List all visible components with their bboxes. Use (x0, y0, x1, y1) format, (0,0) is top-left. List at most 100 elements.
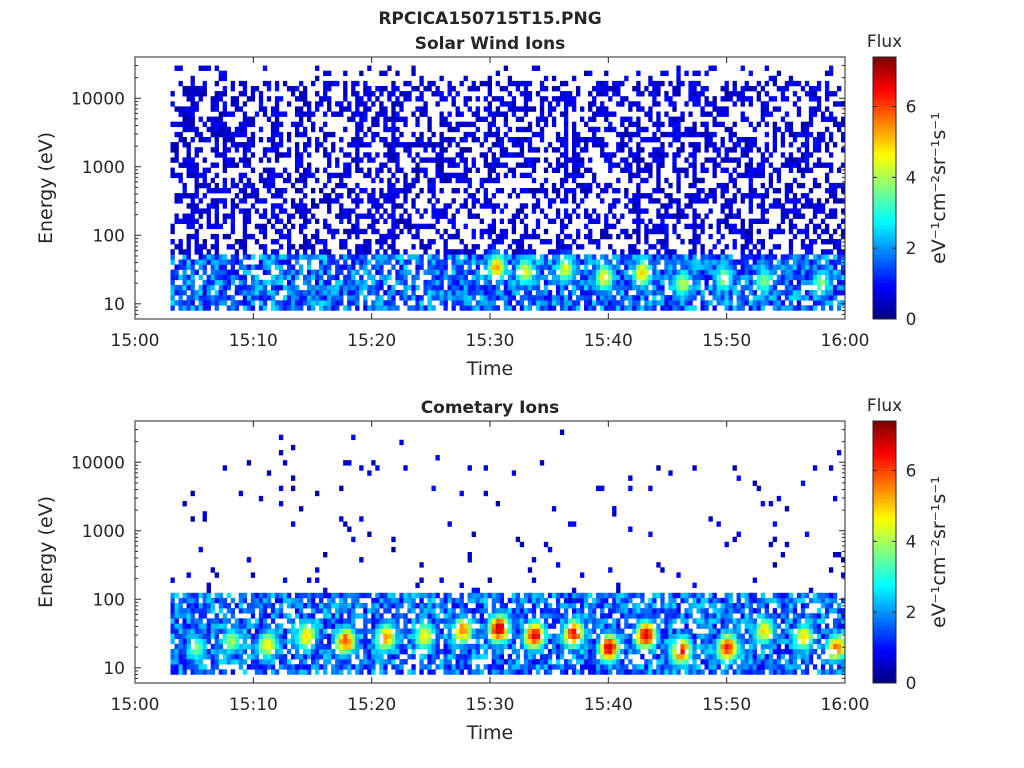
spectrogram-cell (596, 218, 601, 225)
spectrogram-cell (832, 116, 838, 122)
spectrogram-cell (327, 274, 332, 281)
spectrogram-cell (246, 633, 252, 640)
spectrogram-cell (832, 142, 838, 148)
spectrogram-cell (563, 223, 569, 230)
spectrogram-cell (226, 233, 232, 240)
spectrogram-cell (555, 131, 561, 138)
spectrogram-cell (431, 142, 436, 148)
spectrogram-cell (274, 592, 280, 599)
spectrogram-cell (608, 152, 613, 158)
spectrogram-cell (431, 213, 436, 219)
spectrogram-cell (604, 70, 609, 77)
spectrogram-cell (327, 608, 332, 614)
spectrogram-cell (331, 80, 336, 87)
spectrogram-cell (391, 157, 396, 163)
spectrogram-cell (628, 305, 633, 311)
spectrogram-cell (471, 136, 476, 143)
spectrogram-cell (567, 264, 573, 270)
spectrogram-cell (808, 274, 814, 281)
spectrogram-cell (620, 279, 625, 286)
spectrogram-cell (812, 228, 818, 235)
spectrogram-cell (234, 284, 240, 291)
spectrogram-cell (515, 274, 521, 281)
spectrogram-cell (290, 638, 296, 645)
spectrogram-cell (596, 126, 601, 133)
spectrogram-cell (539, 259, 545, 265)
spectrogram-cell (250, 613, 256, 619)
spectrogram-cell (198, 608, 203, 614)
spectrogram-cell (383, 300, 388, 306)
spectrogram-cell (571, 172, 577, 179)
spectrogram-cell (307, 167, 312, 173)
spectrogram-cell (379, 259, 384, 265)
spectrogram-cell (543, 295, 549, 301)
spectrogram-cell (387, 157, 392, 163)
spectrogram-cell (600, 111, 605, 117)
spectrogram-cell (222, 121, 227, 128)
spectrogram-cell (563, 188, 569, 194)
spectrogram-cell (286, 638, 292, 645)
spectrogram-cell (198, 290, 203, 296)
spectrogram-cell (588, 70, 593, 77)
spectrogram-cell (206, 592, 211, 599)
spectrogram-cell (832, 244, 838, 250)
spectrogram-cell (523, 80, 529, 87)
spectrogram-cell (282, 638, 288, 645)
spectrogram-cell (323, 111, 328, 117)
spectrogram-cell (234, 101, 240, 107)
spectrogram-cell (628, 300, 633, 306)
spectrogram-cell (375, 203, 380, 209)
spectrogram-cell (660, 152, 665, 158)
spectrogram-cell (660, 157, 665, 163)
spectrogram-cell (371, 91, 376, 97)
spectrogram-cell (294, 203, 300, 209)
spectrogram-cell (616, 218, 621, 225)
spectrogram-cell (238, 643, 244, 650)
spectrogram-cell (270, 223, 276, 230)
x-tick-label: 15:50 (702, 331, 751, 351)
spectrogram-cell (692, 126, 697, 133)
spectrogram-cell (515, 126, 521, 133)
spectrogram-cell (612, 91, 617, 97)
spectrogram-cell (186, 233, 191, 240)
spectrogram-cell (447, 157, 452, 163)
spectrogram-cell (596, 290, 601, 296)
spectrogram-cell (294, 162, 300, 168)
spectrogram-cell (740, 244, 745, 250)
spectrogram-cell (728, 208, 733, 214)
spectrogram-cell (246, 96, 252, 102)
spectrogram-cell (198, 254, 203, 260)
spectrogram-cell (559, 162, 565, 168)
spectrogram-cell (551, 188, 557, 194)
spectrogram-cell (620, 228, 625, 235)
spectrogram-cell (555, 239, 561, 245)
spectrogram-cell (395, 85, 400, 92)
spectrogram-cell (535, 274, 541, 281)
spectrogram-cell (592, 111, 597, 117)
spectrogram-cell (531, 157, 537, 163)
spectrogram-cell (403, 188, 408, 194)
spectrogram-cell (724, 259, 729, 265)
spectrogram-cell (559, 249, 565, 255)
spectrogram-cell (467, 147, 472, 153)
y-axis-label: Energy (eV) (35, 132, 57, 244)
spectrogram-cell (278, 111, 284, 117)
spectrogram-cell (632, 131, 637, 138)
spectrogram-cell (455, 254, 460, 260)
spectrogram-cell (363, 295, 368, 301)
spectrogram-cell (254, 198, 260, 204)
spectrogram-cell (543, 305, 549, 311)
spectrogram-cell (262, 290, 268, 296)
spectrogram-cell (479, 233, 484, 240)
spectrogram-cell (475, 213, 480, 219)
spectrogram-cell (206, 295, 211, 301)
spectrogram-cell (828, 116, 834, 122)
spectrogram-cell (375, 305, 380, 311)
spectrogram-cell (588, 295, 593, 301)
spectrogram-cell (676, 284, 681, 291)
spectrogram-cell (323, 96, 328, 102)
spectrogram-cell (290, 633, 296, 640)
spectrogram-cell (230, 274, 236, 281)
spectrogram-cell (343, 162, 348, 168)
spectrogram-cell (375, 198, 380, 204)
